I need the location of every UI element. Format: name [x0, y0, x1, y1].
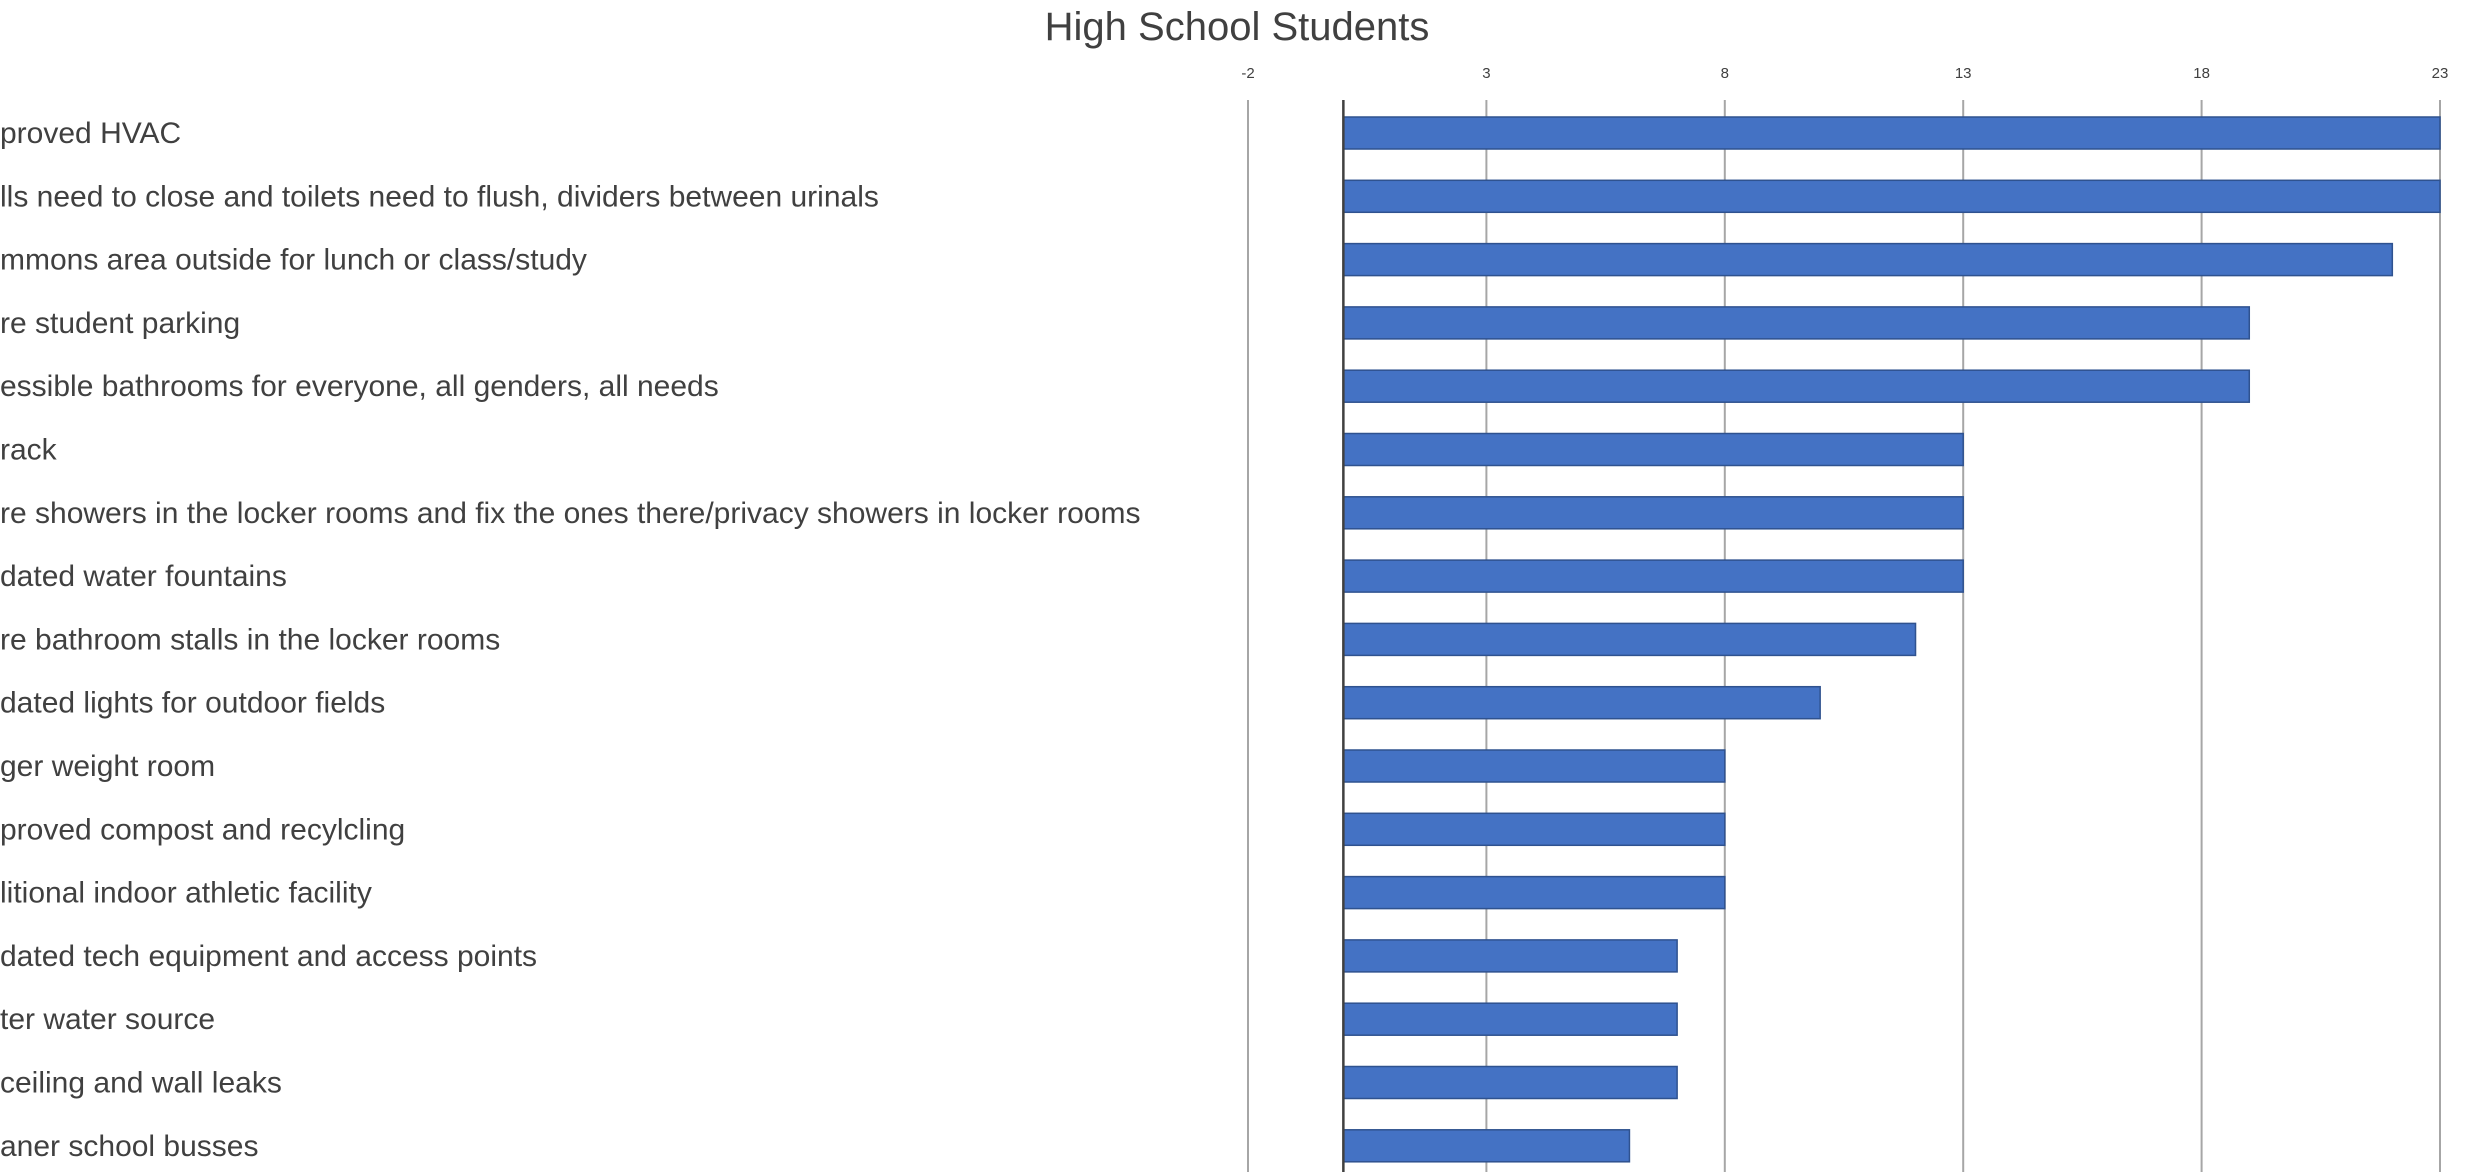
x-tick-label: -2 [1241, 65, 1254, 82]
category-label: mmons area outside for lunch or class/st… [0, 244, 587, 277]
chart-title: High School Students [1045, 5, 1430, 49]
bar [1342, 812, 1726, 847]
bar [1342, 242, 2394, 277]
category-label: re student parking [0, 307, 240, 340]
bar [1342, 1002, 1678, 1036]
category-label: rack [0, 434, 58, 467]
x-tick-label: 18 [2193, 65, 2210, 82]
bar [1342, 306, 2251, 340]
x-tick-labels: -2 3 8 13 18 23 [1241, 65, 2448, 82]
bar [1342, 369, 2251, 403]
category-label: ter water source [0, 1003, 215, 1036]
bar [1342, 1129, 1631, 1163]
category-label: dated lights for outdoor fields [0, 687, 385, 720]
category-label: proved compost and recylcling [0, 813, 405, 846]
bar [1342, 559, 1964, 593]
category-label: litional indoor athletic facility [0, 877, 372, 910]
bar [1342, 432, 1964, 467]
bar [1342, 1065, 1678, 1100]
category-labels: proved HVAC lls need to close and toilets… [0, 117, 1140, 1163]
x-tick-label: 13 [1955, 65, 1972, 82]
bar [1342, 875, 1726, 910]
category-label: essible bathrooms for everyone, all gend… [0, 370, 719, 403]
x-tick-label: 3 [1482, 65, 1490, 82]
category-label: re showers in the locker rooms and fix t… [0, 497, 1140, 530]
category-label: proved HVAC [0, 117, 181, 150]
bar [1342, 179, 2441, 214]
x-tick-label: 8 [1721, 65, 1729, 82]
bar [1342, 685, 1821, 720]
bar [1342, 939, 1678, 973]
bar [1342, 496, 1964, 530]
category-label: lls need to close and toilets need to fl… [0, 180, 879, 213]
category-label: ceiling and wall leaks [0, 1067, 282, 1100]
category-label: dated tech equipment and access points [0, 940, 537, 973]
category-label: dated water fountains [0, 560, 287, 593]
bars [1342, 116, 2441, 1163]
category-label: re bathroom stalls in the locker rooms [0, 623, 500, 656]
category-label: ger weight room [0, 750, 215, 783]
bar [1342, 749, 1726, 783]
bar [1342, 116, 2441, 150]
x-tick-label: 23 [2432, 65, 2449, 82]
bar [1342, 622, 1917, 657]
category-label: aner school busses [0, 1130, 259, 1163]
